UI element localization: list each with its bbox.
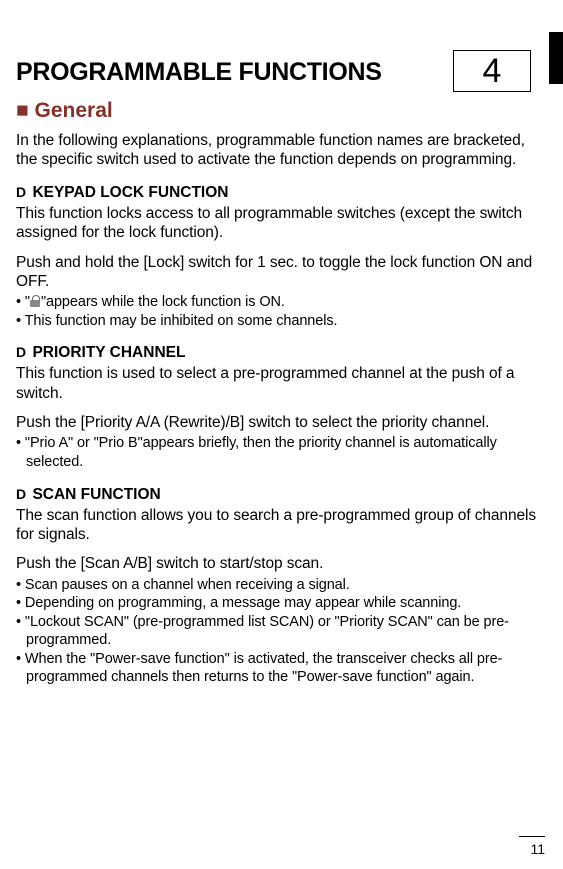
page-number: 11 [530, 841, 545, 857]
scan-p1: The scan function allows you to search a… [16, 506, 545, 545]
keypad-b1a: • " [16, 294, 30, 310]
scan-bullet-1: • Scan pauses on a channel when receivin… [16, 576, 545, 595]
section-title: ■ General [16, 99, 545, 123]
section-title-text: General [35, 99, 113, 122]
diamond-icon: D [16, 184, 26, 200]
priority-heading-text: PRIORITY CHANNEL [32, 344, 185, 361]
chapter-title: PROGRAMMABLE FUNCTIONS [16, 58, 545, 87]
priority-p1: This function is used to select a pre-pr… [16, 364, 545, 403]
scan-p2: Push the [Scan A/B] switch to start/stop… [16, 554, 545, 573]
keypad-bullet-2: • This function may be inhibited on some… [16, 312, 545, 331]
scan-bullet-2: • Depending on programming, a message ma… [16, 594, 545, 613]
scan-bullet-4: • When the "Power-save function" is acti… [16, 650, 545, 687]
priority-p2: Push the [Priority A/A (Rewrite)/B] swit… [16, 413, 545, 432]
scan-heading-text: SCAN FUNCTION [32, 486, 160, 503]
keypad-p2: Push and hold the [Lock] switch for 1 se… [16, 253, 545, 292]
intro-paragraph: In the following explanations, programma… [16, 131, 545, 170]
keypad-b1b: "appears while the lock function is ON. [41, 294, 285, 310]
priority-heading: D PRIORITY CHANNEL [16, 344, 545, 362]
section-marker: ■ [16, 99, 29, 122]
keypad-bullet-1: • " "appears while the lock function is O… [16, 293, 545, 312]
keypad-heading-text: KEYPAD LOCK FUNCTION [32, 184, 228, 201]
priority-bullet-1: • "Prio A" or "Prio B"appears briefly, t… [16, 434, 545, 471]
diamond-icon: D [16, 344, 26, 360]
page-content: PROGRAMMABLE FUNCTIONS ■ General In the … [0, 0, 563, 687]
diamond-icon: D [16, 486, 26, 502]
keypad-p1: This function locks access to all progra… [16, 204, 545, 243]
footer-rule [519, 836, 545, 837]
keypad-heading: D KEYPAD LOCK FUNCTION [16, 184, 545, 202]
lock-icon [30, 295, 41, 307]
scan-heading: D SCAN FUNCTION [16, 486, 545, 504]
scan-bullet-3: • "Lockout SCAN" (pre-programmed list SC… [16, 613, 545, 650]
